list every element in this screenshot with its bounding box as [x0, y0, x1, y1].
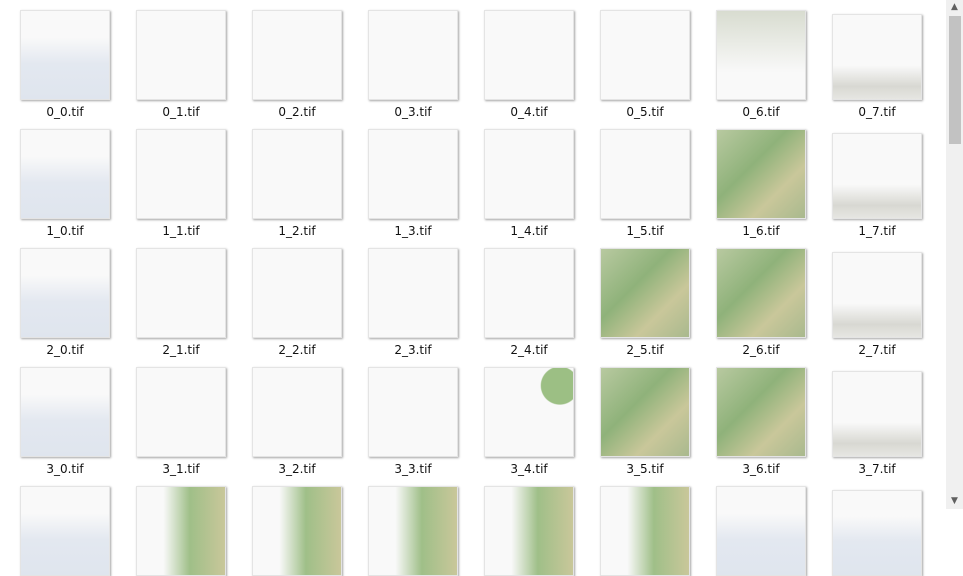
file-thumbnail[interactable] [600, 367, 690, 457]
file-thumbnail[interactable] [20, 10, 110, 100]
file-name: 0_6.tif [742, 105, 780, 119]
scroll-up[interactable]: ▲ [951, 2, 958, 12]
file-thumbnail[interactable] [368, 367, 458, 457]
file-thumbnail[interactable] [252, 129, 342, 219]
file-name: 3_6.tif [742, 462, 780, 476]
file-thumbnail[interactable] [484, 248, 574, 338]
file-thumbnail[interactable] [368, 129, 458, 219]
file-thumbnail[interactable] [368, 10, 458, 100]
file-name: 0_0.tif [46, 105, 84, 119]
file-thumbnail[interactable] [716, 129, 806, 219]
file-name: 3_5.tif [626, 462, 664, 476]
file-thumbnail[interactable] [716, 486, 806, 576]
file-thumbnail[interactable] [368, 248, 458, 338]
file-thumbnail[interactable] [832, 371, 922, 457]
file-name: 2_0.tif [46, 343, 84, 357]
file-name: 0_2.tif [278, 105, 316, 119]
file-name: 2_5.tif [626, 343, 664, 357]
file-thumbnail[interactable] [600, 10, 690, 100]
file-name: 0_5.tif [626, 105, 664, 119]
file-thumbnail[interactable] [484, 129, 574, 219]
file-name: 3_1.tif [162, 462, 200, 476]
file-name: 3_2.tif [278, 462, 316, 476]
file-thumbnail[interactable] [252, 367, 342, 457]
file-thumbnail[interactable] [252, 248, 342, 338]
file-thumbnail[interactable] [484, 486, 574, 576]
file-name: 1_7.tif [858, 224, 896, 238]
file-name: 0_1.tif [162, 105, 200, 119]
file-name: 1_6.tif [742, 224, 780, 238]
file-name: 2_1.tif [162, 343, 200, 357]
scroll-down[interactable]: ▼ [951, 496, 958, 506]
file-name: 1_3.tif [394, 224, 432, 238]
file-name: 3_0.tif [46, 462, 84, 476]
file-thumbnail[interactable] [20, 248, 110, 338]
file-name: 2_2.tif [278, 343, 316, 357]
file-thumbnail[interactable] [600, 248, 690, 338]
file-thumbnail[interactable] [716, 367, 806, 457]
file-thumbnail[interactable] [136, 367, 226, 457]
file-thumbnail[interactable] [600, 486, 690, 576]
file-name: 2_7.tif [858, 343, 896, 357]
file-thumbnail[interactable] [136, 248, 226, 338]
file-thumbnail[interactable] [20, 486, 110, 576]
file-thumbnail[interactable] [832, 133, 922, 219]
file-thumbnail[interactable] [136, 10, 226, 100]
file-thumbnail[interactable] [136, 129, 226, 219]
file-thumbnail[interactable] [716, 10, 806, 100]
file-thumbnail[interactable] [252, 10, 342, 100]
file-name: 1_0.tif [46, 224, 84, 238]
file-name: 3_7.tif [858, 462, 896, 476]
file-thumbnail[interactable] [484, 367, 574, 457]
file-name: 1_2.tif [278, 224, 316, 238]
file-name: 1_4.tif [510, 224, 548, 238]
file-thumbnail[interactable] [20, 129, 110, 219]
file-name: 1_5.tif [626, 224, 664, 238]
file-thumbnail[interactable] [716, 248, 806, 338]
file-thumbnail[interactable] [20, 367, 110, 457]
file-name: 1_1.tif [162, 224, 200, 238]
file-name: 3_3.tif [394, 462, 432, 476]
scrollbar-thumb[interactable] [949, 16, 961, 144]
file-name: 2_4.tif [510, 343, 548, 357]
file-thumbnail[interactable] [252, 486, 342, 576]
file-name: 0_7.tif [858, 105, 896, 119]
file-thumbnail[interactable] [368, 486, 458, 576]
file-thumbnail[interactable] [600, 129, 690, 219]
file-name: 2_6.tif [742, 343, 780, 357]
explorer-view: 0_0.tif 0_1.tif 0_2.tif 0_3.tif 0_4.tif 0_5.t… [20, 0, 963, 576]
file-thumbnail[interactable] [484, 10, 574, 100]
file-thumbnail[interactable] [136, 486, 226, 576]
file-name: 0_4.tif [510, 105, 548, 119]
file-name: 0_3.tif [394, 105, 432, 119]
file-name: 2_3.tif [394, 343, 432, 357]
file-thumbnail[interactable] [832, 252, 922, 338]
file-thumbnail[interactable] [832, 490, 922, 576]
file-name: 3_4.tif [510, 462, 548, 476]
file-thumbnail[interactable] [832, 14, 922, 100]
